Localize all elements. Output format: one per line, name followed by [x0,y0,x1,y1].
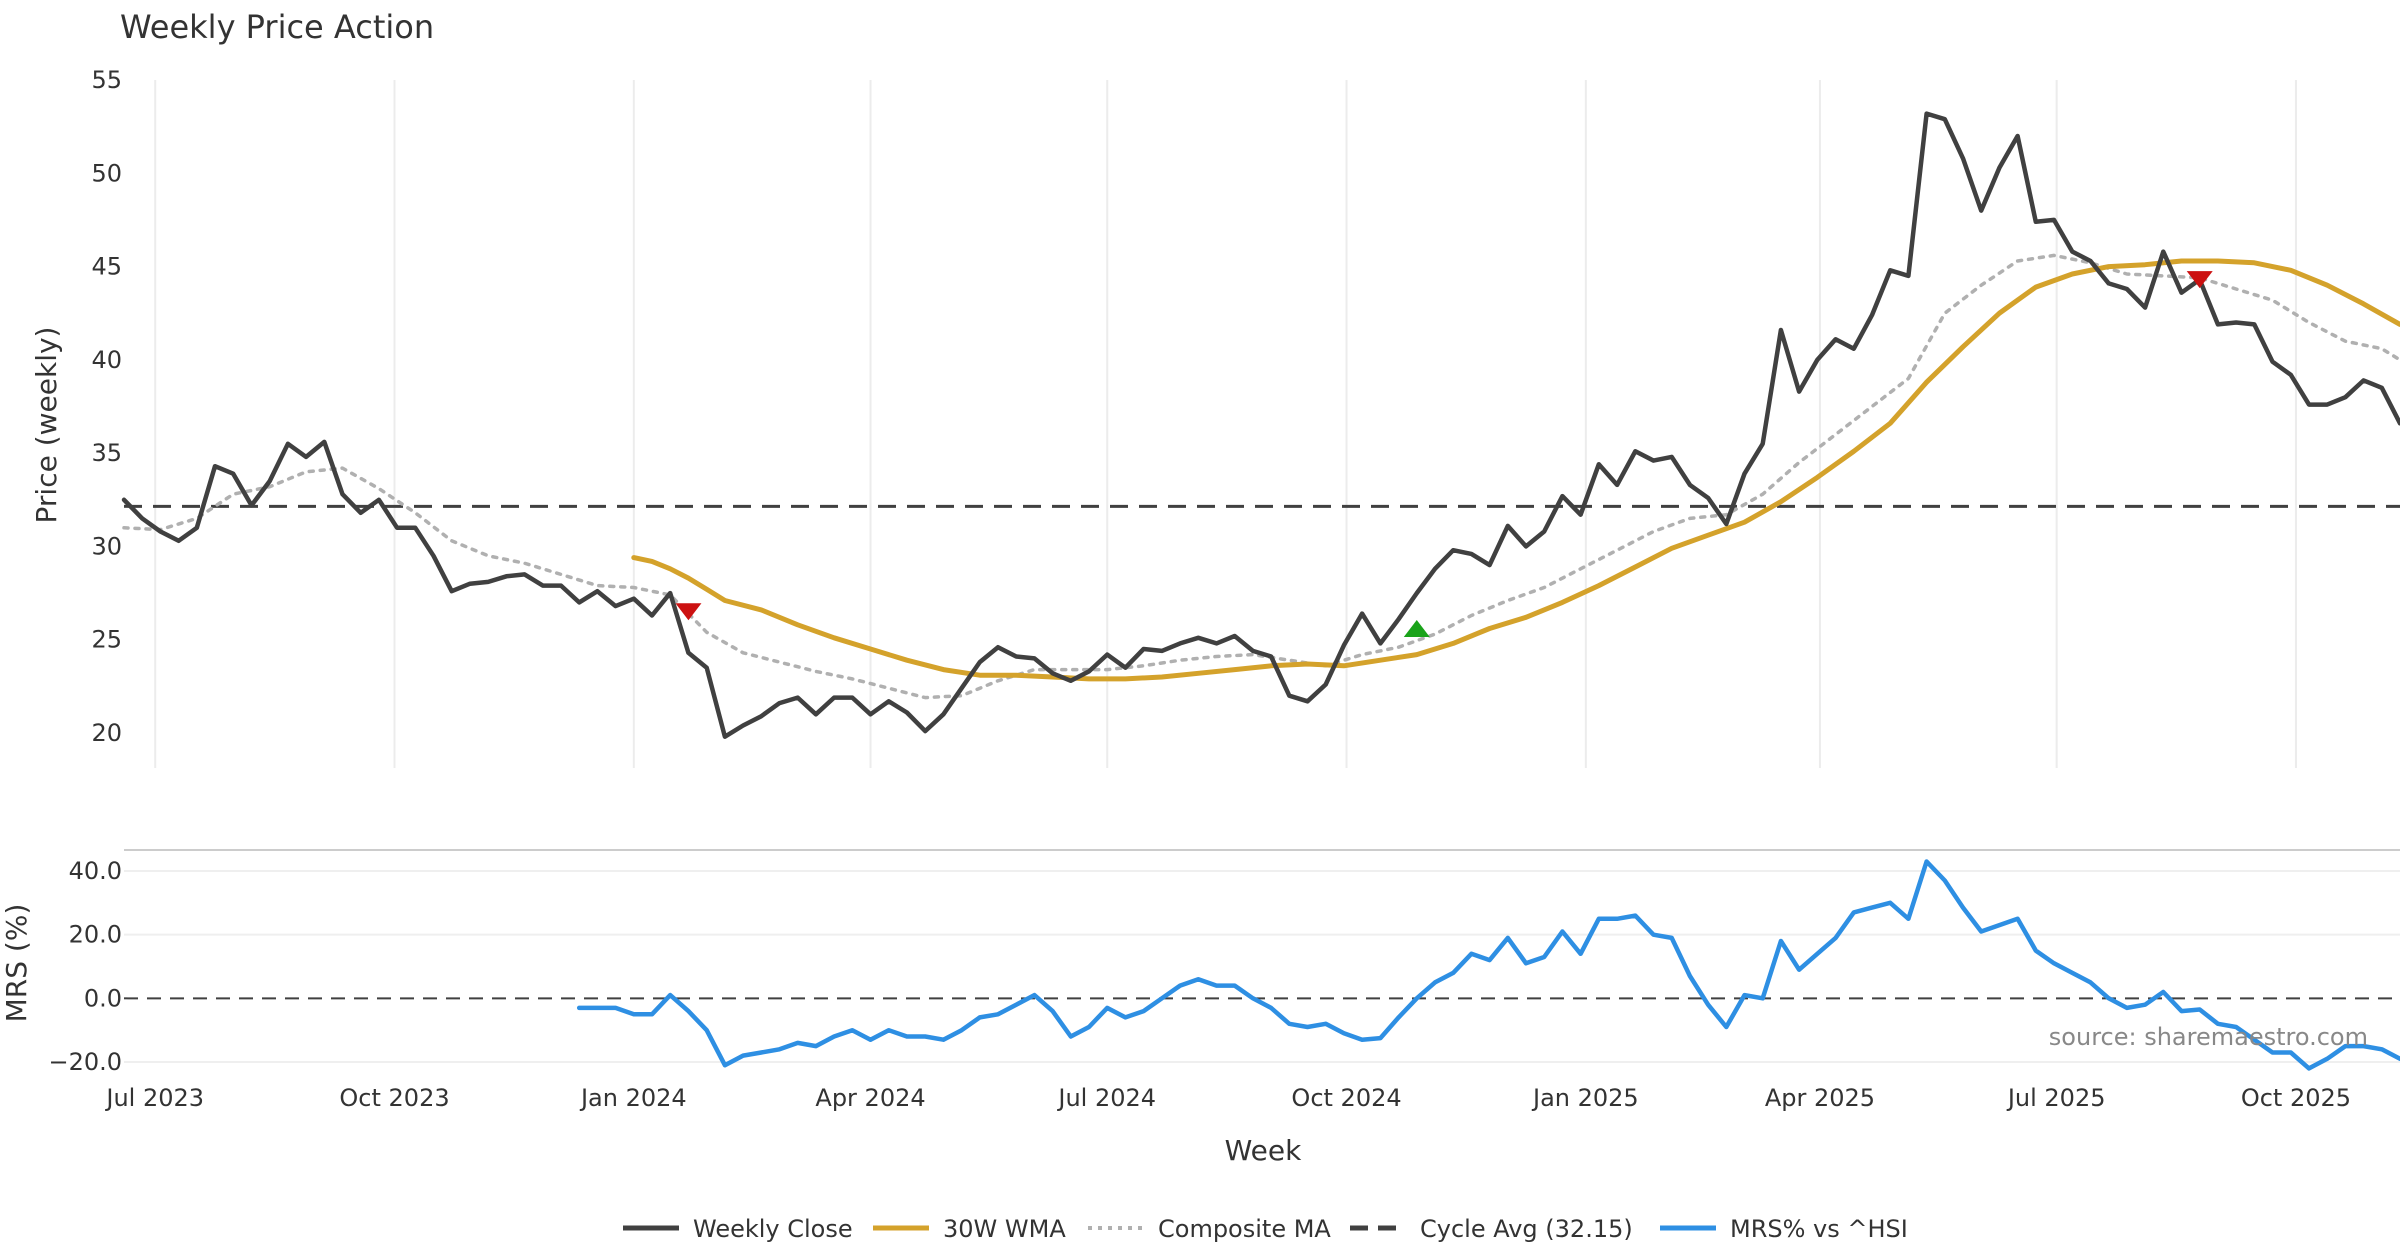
price-y-tick-40: 40 [91,346,122,374]
price-y-tick-20: 20 [91,719,122,747]
x-tick-jul-2025: Jul 2025 [2006,1084,2106,1112]
x-axis-label: Week [1225,1134,1302,1167]
x-tick-jan-2024: Jan 2024 [579,1084,687,1112]
mrs-y-axis-label: MRS (%) [0,904,33,1023]
x-tick-oct-2024: Oct 2024 [1291,1084,1401,1112]
mrs-panel: 40.0 20.0 0.0 −20.0 MRS (%) source: sharema… [0,849,2400,1076]
price-y-tick-50: 50 [91,159,122,187]
price-y-tick-30: 30 [91,532,122,560]
price-y-tick-55: 55 [91,66,122,94]
series-line-weekly-close [121,111,2400,739]
legend-label-mrs-vs-hsi: MRS% vs ^HSI [1730,1215,1908,1243]
series-line-30w-wma [631,258,2400,682]
legend-label-30w-wma: 30W WMA [943,1215,1066,1243]
x-tick-jul-2023: Jul 2023 [104,1084,204,1112]
x-tick-oct-2023: Oct 2023 [339,1084,449,1112]
legend-label-cycle-avg-32-15: Cycle Avg (32.15) [1420,1215,1633,1243]
chart-title: Weekly Price Action [120,8,434,46]
x-tick-apr-2025: Apr 2025 [1765,1084,1875,1112]
series-line-mrs-vs-hsi [576,859,2400,1071]
price-y-axis-label: Price (weekly) [30,327,63,524]
price-panel: 20 25 30 35 40 45 50 55 Price (weekly) [30,66,2400,768]
mrs-y-tick-0-0: 0.0 [84,984,122,1012]
price-y-tick-45: 45 [91,253,122,281]
mrs-y-tick-20-0: 20.0 [69,921,122,949]
x-tick-apr-2024: Apr 2024 [815,1084,925,1112]
price-y-tick-25: 25 [91,626,122,654]
mrs-y-tick-20-0: −20.0 [48,1048,122,1076]
x-tick-oct-2025: Oct 2025 [2241,1084,2351,1112]
source-note: source: sharemaestro.com [2049,1023,2368,1051]
x-tick-jul-2024: Jul 2024 [1056,1084,1156,1112]
signal-marker-down-1 [675,603,702,621]
legend-label-weekly-close: Weekly Close [693,1215,853,1243]
x-tick-jan-2025: Jan 2025 [1531,1084,1639,1112]
signal-marker-down-3 [2186,271,2213,289]
legend: Weekly Close 30W WMA Composite MA Cycle Avg… [623,1215,1908,1243]
price-y-tick-35: 35 [91,439,122,467]
signal-marker-up-2 [1403,620,1430,638]
mrs-y-tick-40-0: 40.0 [69,857,122,885]
legend-label-composite-ma: Composite MA [1158,1215,1331,1243]
